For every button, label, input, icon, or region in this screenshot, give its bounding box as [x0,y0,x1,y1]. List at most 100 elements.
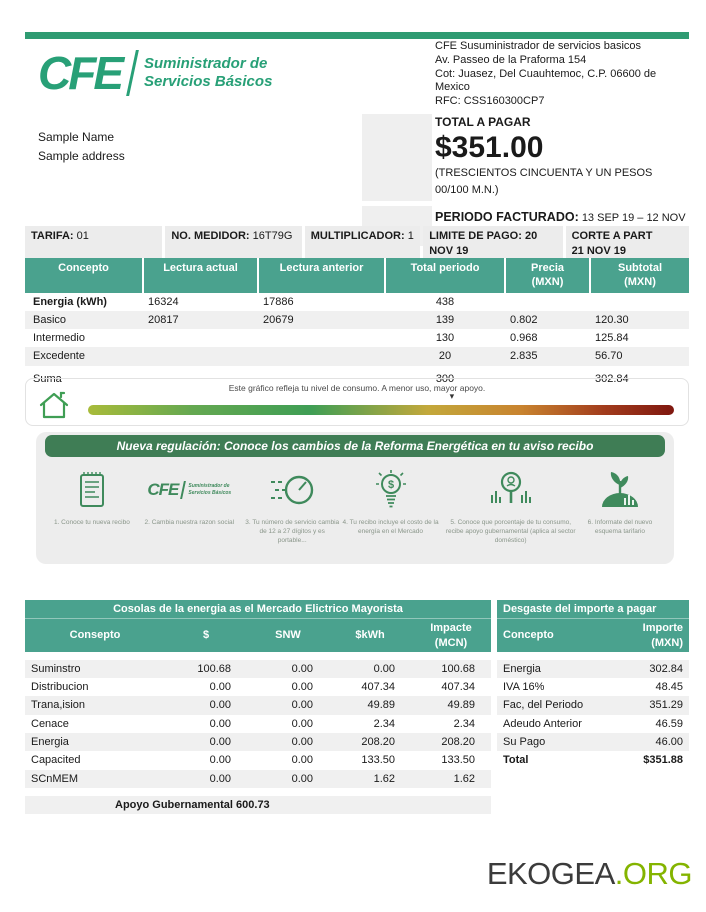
spacer-row [25,787,491,796]
company-info-line: Av. Passeo de la Praforma 154 [435,53,587,66]
cfe-mini-logo: CFE Suministrador de Servicios Básicos [147,480,232,499]
customer-block: Sample Name Sample address [38,128,125,166]
spacer-row [25,365,689,370]
table-cell: 48.45 [655,681,683,694]
market-table-header-row: Consepto $ SNW $kWh Impacte (MCN) [25,618,491,652]
table-row: Cenace 0.00 0.00 2.34 2.34 [25,715,491,733]
footer-brand-name: EKOGEA [486,856,615,891]
table-row: Capacited 0.00 0.00 133.50 133.50 [25,751,491,769]
plant-icon [601,472,638,507]
banner-item-label: 2. Cambia nuestra razon social [144,519,235,526]
table-cell: SCnMEM [25,769,165,788]
table-cell: 208.20 [329,733,411,752]
table-cell: 0.00 [247,733,329,752]
table-header-cell: Lectura actual [143,258,259,293]
table-cell: 0.00 [247,659,329,679]
table-cell: 100.68 [411,659,491,679]
market-header-cell: SNW [247,618,329,652]
table-cell: 133.50 [441,754,475,767]
table-cell: 56.70 [590,347,689,366]
market-costs-table: Cosolas de la energia as el Mercado Elic… [25,600,491,815]
banner-item: 1. Conoce tu nueva recibo [50,465,134,527]
company-info-line: Cot: Juasez, Del Cuauhtemoc, C.P. 06600 … [435,67,657,94]
logo-tagline: Suministrador de Servicios Básicos [144,55,272,91]
table-header-cell: Concepto [25,258,144,293]
company-info: CFE Susuministrador de servicios basicos… [435,40,689,109]
table-cell: 20679 [258,310,385,330]
table-cell: Capacited [31,754,81,767]
table-cell: 0.00 [209,754,231,767]
logo-tagline-line2: Servicios Básicos [144,73,273,90]
breakdown-header-cell: Concepto [497,618,605,652]
table-cell: 2.34 [373,717,395,730]
table-cell: 438 [435,295,455,308]
gauge-caption: Este gráfico refleja tu nivel de consumo… [228,383,486,393]
table-cell: 46.59 [655,717,683,730]
table-cell: 46.00 [605,733,689,752]
table-cell: 130 [435,332,455,345]
total-amount: $351.00 [435,130,544,164]
table-row: Trana,ision 0.00 0.00 49.89 49.89 [25,696,491,715]
table-header-row: Concepto Lectura actual Lectura anterior… [25,258,689,293]
receipt-icon [79,472,104,507]
table-cell [505,293,590,311]
meta-cell-multiplicador: MULTIPLICADOR: 1 [304,226,421,258]
market-header-cell: Impacte (MCN) [411,618,491,652]
total-row: Total $351.88 [497,751,689,769]
market-table-title: Cosolas de la energia as el Mercado Elic… [25,600,491,620]
table-row: Energia 302.84 [497,659,689,679]
table-cell: Excedente [25,347,143,366]
table-cell: 0.00 [165,733,247,752]
company-info-line: CFE Susuministrador de servicios basicos [435,40,642,52]
table-cell: 0.00 [209,717,231,730]
table-cell [258,329,385,347]
magnifier-icon [490,471,531,503]
table-cell: Energia (kWh) [33,295,107,308]
breakdown-header-row: Concepto Importe (MXN) [497,618,689,652]
table-cell: 0.00 [291,754,313,767]
table-cell: 139 [385,310,505,330]
table-cell [590,293,689,311]
meta-cell-medidor: NO. MEDIDOR: 16T79G [165,226,302,258]
cfe-logo: CFE Suministrador de Servicios Básicos [38,50,272,96]
banner-item-label: 5. Conoce que porcentaje de tu consumo, … [445,519,576,545]
table-cell: 16324 [148,295,179,308]
table-cell: Basico [25,310,143,330]
table-cell: 302.84 [605,659,689,679]
table-cell: 49.89 [411,696,491,715]
table-cell: Cenace [31,717,69,730]
table-cell: Intermedio [33,332,85,345]
table-cell: Total [503,754,529,767]
table-cell: 2.34 [453,717,475,730]
customer-name: Sample Name [38,130,115,144]
table-header-cell: Subtotal (MXN) [590,258,689,293]
banner-item-label: 4. Tu recibo incluye el costo de la ener… [342,519,439,536]
total-label: TOTAL A PAGAR [435,114,531,129]
company-info-line: RFC: CSS160300CP7 [435,95,545,107]
logo-tagline-line1: Suministrador de [144,55,268,72]
meter-icon [271,475,314,505]
cfe-logo-text: CFE [38,47,124,99]
table-cell: 0.00 [165,769,247,788]
consumption-table: Concepto Lectura actual Lectura anterior… [25,258,689,388]
breakdown-table: Desgaste del importe a pagar Concepto Im… [497,600,689,770]
table-cell: 125.84 [595,332,629,345]
table-row: Intermedio 130 0.968 125.84 [25,329,689,347]
table-cell: 407.34 [361,681,395,694]
total-amount-words: (TRESCIENTOS CINCUENTA Y UN PESOS 00/100… [435,167,653,196]
table-cell: Adeudo Anterior [503,717,582,730]
table-row: Basico 20817 20679 139 0.802 120.30 [25,310,689,330]
table-cell: 0.00 [291,681,313,694]
banner-item: 5. Conoce que porcentaje de tu consumo, … [442,465,580,545]
svg-text:$: $ [387,479,393,491]
banner-item-label: 6. Informate del nuevo esquema tarifario [587,519,653,536]
table-cell: 0.00 [329,659,411,679]
table-cell: 120.30 [590,310,689,330]
banner-item-label: 3. Tu número de servicio cambia de 12 a … [245,519,340,545]
table-cell: 49.89 [329,696,411,715]
banner-item: $ 4. Tu recibo incluye el costo de la en… [340,465,442,536]
table-row: SCnMEM 0.00 0.00 1.62 1.62 [25,769,491,788]
table-cell: 0.00 [247,769,329,788]
table-cell [258,347,385,366]
logo-divider [126,50,139,96]
